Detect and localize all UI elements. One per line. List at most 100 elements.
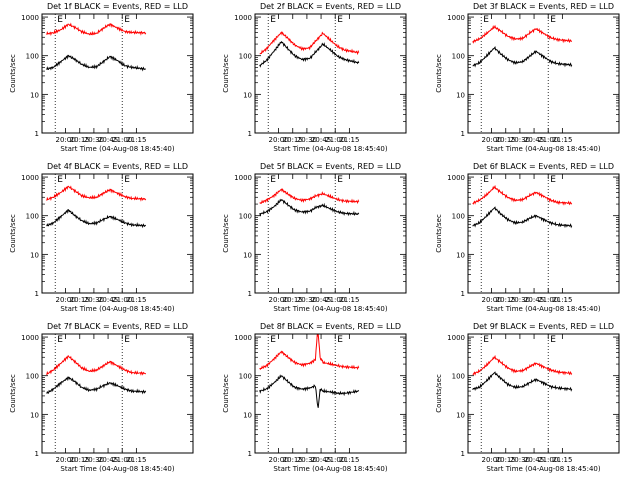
y-tick-label: 100 [26,373,39,381]
x-tick-label: 21:00 [112,456,132,464]
x-tick-label: 20:45 [311,296,331,304]
y-tick-label: 1 [461,450,465,458]
series-line-black [46,376,147,395]
x-tick-label: 20:00 [56,136,76,144]
x-axis-label: Start Time (04-Aug-08 18:45:40) [273,305,387,313]
y-axis-label: Counts/sec [9,214,17,253]
y-axis-label: Counts/sec [222,374,230,413]
series-line-red [472,24,573,44]
y-axis-label: Counts/sec [222,214,230,253]
plot-frame [41,13,194,134]
x-tick-label: 20:30 [297,296,317,304]
plot-frame [467,173,620,294]
plot-frame [41,173,194,294]
y-axis-label: Counts/sec [435,374,443,413]
event-marker-label: E [124,175,130,185]
x-tick-label: 20:45 [311,456,331,464]
event-marker-label: E [550,15,556,25]
y-axis-label: Counts/sec [222,54,230,93]
y-tick-label: 100 [452,373,465,381]
y-tick-label: 100 [239,373,252,381]
y-tick-label: 1 [248,450,252,458]
y-tick-label: 1000 [21,174,39,182]
x-axis-label: Start Time (04-Aug-08 18:45:40) [273,465,387,473]
panel-title: Det 9f BLACK = Events, RED = LLD [473,322,614,331]
x-tick-label: 20:45 [524,296,544,304]
y-tick-label: 10 [243,411,252,419]
event-marker-label: E [337,15,343,25]
x-tick-label: 21:15 [126,456,146,464]
x-tick-label: 21:15 [126,136,146,144]
x-tick-label: 20:30 [297,136,317,144]
y-tick-label: 1 [461,130,465,138]
x-tick-label: 20:00 [269,456,289,464]
x-tick-label: 20:30 [510,136,530,144]
y-tick-label: 1000 [21,14,39,22]
series-line-red [259,31,360,56]
event-marker-label: E [550,335,556,345]
y-tick-label: 100 [452,213,465,221]
y-tick-label: 10 [30,91,39,99]
y-tick-label: 10 [30,411,39,419]
panel-det-5: Det 5f BLACK = Events, RED = LLD 1 10 100 10… [222,162,407,313]
event-marker-label: E [550,175,556,185]
event-marker-label: E [483,15,489,25]
y-tick-label: 1000 [234,334,252,342]
y-tick-label: 10 [243,251,252,259]
y-tick-label: 1000 [21,334,39,342]
event-marker-label: E [483,335,489,345]
x-tick-label: 20:30 [84,136,104,144]
series-line-red [472,184,573,206]
event-marker-label: E [270,335,276,345]
event-marker-label: E [57,335,63,345]
series-line-black [259,198,360,217]
x-tick-label: 21:15 [126,296,146,304]
y-tick-label: 1000 [447,334,465,342]
event-marker-label: E [57,15,63,25]
x-tick-label: 20:00 [482,296,502,304]
y-tick-label: 1 [35,130,39,138]
series-line-black [472,371,573,392]
y-tick-label: 100 [239,213,252,221]
y-tick-label: 10 [243,91,252,99]
y-tick-label: 10 [456,91,465,99]
x-tick-label: 20:15 [283,296,303,304]
panel-det-7: Det 7f BLACK = Events, RED = LLD 1 10 100 10… [9,322,194,473]
y-tick-label: 1000 [447,174,465,182]
y-tick-label: 1 [35,450,39,458]
series-line-red [259,188,360,205]
y-tick-label: 100 [26,213,39,221]
x-tick-label: 20:00 [56,456,76,464]
event-marker-label: E [483,175,489,185]
x-tick-label: 21:15 [552,296,572,304]
x-tick-label: 20:30 [510,456,530,464]
x-axis-label: Start Time (04-Aug-08 18:45:40) [60,305,174,313]
plot-frame [467,333,620,454]
series-line-black [46,209,147,229]
y-tick-label: 1 [461,290,465,298]
x-tick-label: 21:00 [112,296,132,304]
plot-frame [254,173,407,294]
plot-frame [467,13,620,134]
panel-title: Det 2f BLACK = Events, RED = LLD [260,2,401,11]
series-line-black [472,206,573,229]
x-tick-label: 20:45 [98,456,118,464]
event-marker-label: E [270,175,276,185]
x-tick-label: 21:15 [339,456,359,464]
x-tick-label: 20:15 [70,296,90,304]
x-tick-label: 20:15 [283,456,303,464]
panel-det-1: Det 1f BLACK = Events, RED = LLD 1 10 100 10… [9,2,194,153]
panel-title: Det 8f BLACK = Events, RED = LLD [260,322,401,331]
plot-frame [254,333,407,454]
x-tick-label: 20:00 [269,296,289,304]
y-tick-label: 1 [35,290,39,298]
panel-title: Det 5f BLACK = Events, RED = LLD [260,162,401,171]
x-tick-label: 20:15 [70,456,90,464]
x-axis-label: Start Time (04-Aug-08 18:45:40) [60,145,174,153]
x-tick-label: 20:45 [524,136,544,144]
y-tick-label: 10 [30,251,39,259]
x-tick-label: 20:00 [56,296,76,304]
panel-title: Det 6f BLACK = Events, RED = LLD [473,162,614,171]
x-tick-label: 20:45 [524,456,544,464]
